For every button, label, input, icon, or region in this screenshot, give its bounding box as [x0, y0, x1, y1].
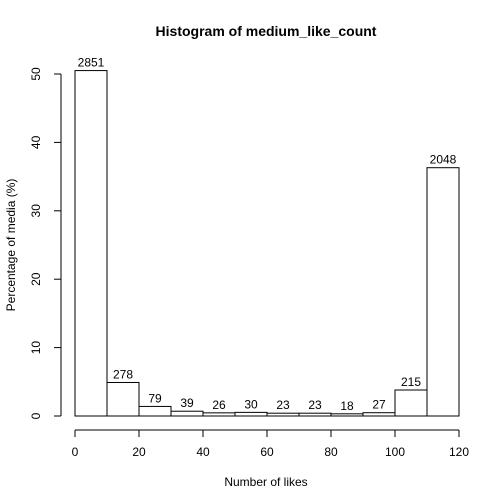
histogram-bar	[330, 413, 364, 417]
y-tick-label: 20	[29, 272, 43, 286]
histogram-bar	[106, 381, 140, 417]
y-tick-label: 0	[29, 412, 43, 419]
bar-count-label: 79	[148, 391, 162, 405]
histogram-bar	[394, 389, 428, 417]
bar-count-label: 26	[212, 398, 226, 412]
bar-count-label: 215	[401, 375, 421, 389]
x-axis-label: Number of likes	[224, 475, 307, 489]
bar-count-label: 39	[180, 396, 194, 410]
bar-count-label: 2851	[78, 56, 105, 70]
histogram-bar	[170, 410, 204, 417]
y-tick-label: 50	[29, 67, 43, 81]
histogram-bar	[426, 167, 460, 417]
chart-title: Histogram of medium_like_count	[156, 23, 377, 39]
y-tick-label: 40	[29, 135, 43, 149]
x-axis: 0 20 40 60 80 100 120	[72, 429, 469, 459]
y-axis: 0 10 20 30 40 50	[29, 67, 62, 419]
x-tick-label: 20	[132, 445, 146, 459]
x-tick-label: 120	[449, 445, 469, 459]
histogram-bar	[266, 412, 300, 417]
bar-count-label: 18	[340, 399, 354, 413]
histogram-bar	[234, 411, 268, 417]
histogram-bar	[138, 405, 172, 417]
bar-count-label: 30	[244, 397, 258, 411]
histogram-bar	[298, 412, 332, 417]
histogram-bar	[74, 70, 108, 417]
bar-count-label: 2048	[430, 153, 457, 167]
histogram-bar	[362, 412, 396, 417]
bar-count-label: 23	[308, 398, 322, 412]
bar-count-label: 278	[113, 367, 133, 381]
y-tick-label: 10	[29, 341, 43, 355]
x-tick-label: 100	[385, 445, 405, 459]
y-axis-label: Percentage of media (%)	[4, 179, 18, 312]
bar-count-label: 27	[372, 398, 386, 412]
histogram-bar	[202, 412, 236, 417]
x-tick-label: 40	[196, 445, 210, 459]
bar-count-label: 23	[276, 398, 290, 412]
x-tick-label: 80	[324, 445, 338, 459]
y-tick-label: 30	[29, 204, 43, 218]
bars-group	[74, 70, 460, 417]
x-tick-label: 0	[72, 445, 79, 459]
x-tick-label: 60	[260, 445, 274, 459]
count-labels-group: 2851 278 79 39 26 30 23 23 18 27 215 2048	[78, 56, 457, 413]
